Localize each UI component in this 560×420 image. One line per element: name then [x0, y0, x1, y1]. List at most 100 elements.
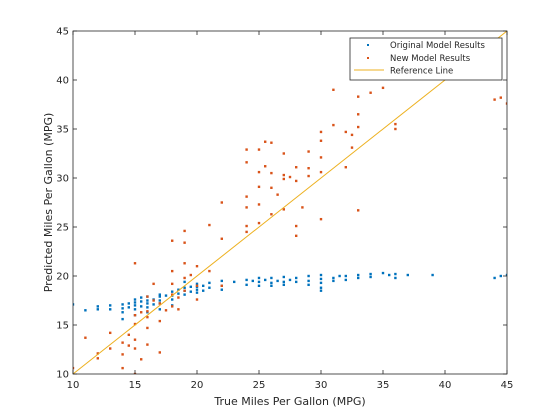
data-point-new-model-results: [127, 344, 130, 347]
data-point-new-model-results: [332, 88, 335, 91]
data-point-original-model-results: [257, 284, 261, 287]
data-point-original-model-results: [171, 298, 174, 301]
axes-box: [72, 30, 508, 375]
legend-marker-original: [367, 44, 369, 46]
y-tick-label: 40: [56, 76, 69, 87]
x-tick-label: 45: [501, 380, 514, 391]
data-point-new-model-results: [133, 314, 137, 317]
data-point-new-model-results: [220, 201, 223, 204]
data-point-original-model-results: [288, 278, 292, 282]
data-point-new-model-results: [183, 276, 186, 280]
data-point-original-model-results: [319, 286, 323, 289]
data-point-new-model-results: [195, 284, 199, 287]
data-point-original-model-results: [146, 299, 149, 302]
data-point-new-model-results: [158, 302, 161, 305]
data-point-new-model-results: [270, 213, 273, 216]
x-axis-label: True Miles Per Gallon (MPG): [213, 395, 365, 408]
data-point-new-model-results: [183, 229, 186, 233]
data-point-original-model-results: [202, 289, 205, 292]
data-point-original-model-results: [133, 308, 137, 311]
data-point-original-model-results: [152, 303, 155, 306]
data-point-original-model-results: [257, 280, 261, 284]
data-point-new-model-results: [369, 91, 372, 94]
data-point-new-model-results: [270, 141, 273, 144]
legend-label-original: Original Model Results: [390, 41, 485, 51]
legend-marker-new: [367, 57, 369, 59]
y-tick-label: 15: [56, 321, 69, 332]
data-point-original-model-results: [276, 279, 279, 283]
data-point-new-model-results: [276, 193, 279, 196]
data-point-new-model-results: [245, 230, 248, 234]
y-tick-label: 45: [56, 27, 69, 38]
data-point-new-model-results: [357, 95, 360, 98]
data-point-new-model-results: [121, 341, 124, 344]
data-point-original-model-results: [270, 284, 273, 287]
data-point-new-model-results: [350, 133, 354, 137]
data-point-original-model-results: [357, 273, 360, 277]
x-tick-label: 10: [67, 380, 80, 391]
data-point-original-model-results: [245, 278, 248, 282]
data-point-original-model-results: [257, 276, 261, 280]
data-point-original-model-results: [282, 275, 285, 279]
data-point-new-model-results: [140, 311, 143, 314]
data-point-original-model-results: [183, 280, 186, 284]
data-point-original-model-results: [270, 276, 273, 280]
data-point-new-model-results: [295, 224, 298, 228]
data-point-original-model-results: [133, 301, 137, 304]
legend-label-new: New Model Results: [390, 54, 471, 64]
data-point-original-model-results: [208, 281, 211, 285]
data-point-new-model-results: [152, 282, 155, 286]
y-tick-label: 10: [56, 370, 69, 381]
data-point-new-model-results: [319, 170, 323, 174]
data-point-new-model-results: [109, 331, 112, 335]
data-point-original-model-results: [121, 317, 124, 321]
x-tick-label: 35: [377, 380, 390, 391]
data-point-original-model-results: [158, 293, 161, 296]
data-point-new-model-results: [307, 150, 310, 153]
data-point-new-model-results: [332, 123, 335, 127]
data-point-new-model-results: [282, 208, 285, 211]
data-point-new-model-results: [127, 333, 130, 336]
data-point-new-model-results: [319, 139, 323, 142]
data-point-new-model-results: [319, 130, 323, 134]
y-tick-label: 25: [56, 223, 69, 234]
data-point-original-model-results: [245, 283, 248, 287]
data-point-original-model-results: [264, 278, 267, 282]
data-point-new-model-results: [307, 174, 310, 178]
data-point-original-model-results: [493, 276, 496, 280]
data-point-new-model-results: [152, 299, 155, 302]
data-point-new-model-results: [208, 269, 211, 273]
data-point-new-model-results: [158, 351, 161, 354]
data-point-original-model-results: [189, 285, 192, 288]
data-point-new-model-results: [319, 217, 323, 221]
data-point-new-model-results: [264, 165, 267, 168]
data-point-new-model-results: [109, 347, 112, 350]
data-point-new-model-results: [344, 166, 347, 169]
data-point-new-model-results: [245, 224, 248, 228]
data-point-original-model-results: [282, 280, 285, 284]
data-point-original-model-results: [73, 303, 75, 306]
data-point-original-model-results: [96, 305, 99, 308]
data-point-original-model-results: [140, 300, 143, 303]
data-point-new-model-results: [499, 96, 502, 99]
data-point-new-model-results: [257, 170, 261, 174]
data-point-new-model-results: [295, 234, 298, 238]
data-point-original-model-results: [140, 296, 143, 299]
data-point-new-model-results: [357, 209, 360, 212]
data-point-original-model-results: [270, 281, 273, 285]
data-point-original-model-results: [220, 288, 223, 291]
data-point-original-model-results: [171, 290, 174, 293]
data-point-new-model-results: [257, 221, 261, 225]
data-point-new-model-results: [121, 353, 124, 356]
data-point-new-model-results: [505, 102, 507, 105]
data-point-new-model-results: [344, 130, 347, 134]
data-point-new-model-results: [171, 269, 174, 273]
data-point-original-model-results: [208, 286, 211, 289]
data-point-original-model-results: [319, 289, 323, 292]
data-point-new-model-results: [208, 223, 211, 227]
data-point-original-model-results: [109, 308, 112, 311]
data-point-original-model-results: [307, 283, 310, 287]
data-point-original-model-results: [146, 306, 149, 309]
y-tick-label: 20: [56, 272, 69, 283]
